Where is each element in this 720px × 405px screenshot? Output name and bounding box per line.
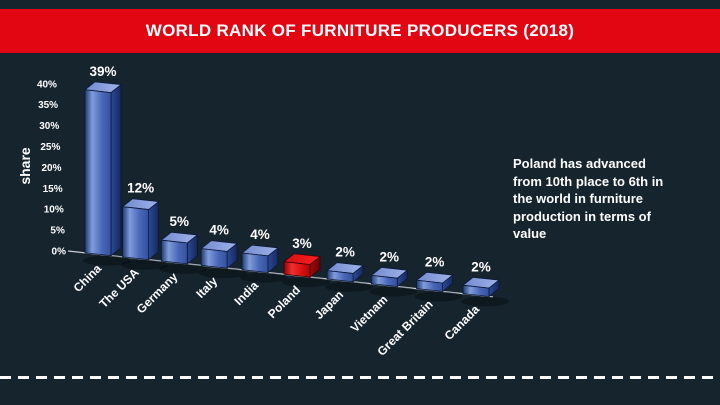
bar-india-shadow: [240, 272, 288, 283]
annotation-line: value: [513, 226, 547, 241]
bar-india: [241, 252, 269, 274]
bar-italy: [200, 248, 228, 269]
bar-value-label: 2%: [471, 259, 491, 274]
bar-value-label: 2%: [425, 254, 445, 269]
bar-germany: [160, 239, 188, 265]
ytick-label: 5%: [50, 226, 65, 237]
ytick-label: 10%: [44, 205, 64, 216]
ytick-label: 20%: [41, 163, 61, 174]
annotation-text: Poland has advanced from 10th place to 6…: [513, 155, 713, 243]
category-label: Japan: [312, 288, 346, 322]
bar-great-britain: [416, 279, 444, 292]
bar-canada-shadow: [461, 296, 509, 307]
ytick-label: 30%: [39, 121, 59, 132]
bar-value-label: 4%: [209, 223, 229, 238]
category-label: China: [71, 261, 105, 295]
bar-china-side: [110, 83, 122, 257]
category-label: Canada: [442, 302, 483, 343]
bar-china-shadow: [83, 255, 131, 266]
bar-value-label: 2%: [335, 245, 355, 260]
bar-value-label: 4%: [250, 227, 270, 242]
bottom-dashed-divider: [0, 376, 720, 379]
category-label: Vietnam: [348, 292, 391, 335]
ytick-label: 40%: [37, 79, 57, 90]
ytick-label: 35%: [38, 100, 58, 111]
annotation-line: the world in furniture: [513, 191, 643, 206]
annotation-line: production in terms of: [513, 208, 651, 224]
bar-italy-shadow: [199, 268, 248, 279]
bar-great-britain-shadow: [414, 291, 463, 302]
ytick-label: 15%: [43, 184, 63, 195]
bar-japan-shadow: [325, 281, 374, 292]
category-label: Poland: [265, 283, 303, 321]
bar-japan: [326, 270, 354, 283]
ytick-label: 0%: [52, 247, 67, 258]
bar-vietnam: [370, 274, 398, 288]
bar-value-label: 5%: [170, 214, 190, 229]
y-axis-title: share: [17, 147, 33, 185]
bar-the-usa: [122, 206, 150, 261]
annotation-line: Poland has advanced: [513, 156, 646, 171]
bar-value-label: 12%: [127, 181, 154, 196]
title-banner: WORLD RANK OF FURNITURE PRODUCERS (2018): [0, 9, 720, 53]
bar-germany-shadow: [159, 263, 208, 274]
bar-poland: [283, 261, 311, 278]
bar-china: [84, 89, 112, 257]
bar-canada: [462, 284, 490, 297]
annotation-line: from 10th place to 6th in: [513, 173, 664, 189]
category-label: India: [231, 278, 261, 308]
bar-poland-shadow: [282, 277, 330, 288]
bar-the-usa-shadow: [120, 259, 169, 270]
page-title: WORLD RANK OF FURNITURE PRODUCERS (2018): [145, 21, 575, 40]
bar-value-label: 3%: [292, 236, 312, 251]
bar-vietnam-shadow: [369, 286, 418, 297]
bar-value-label: 2%: [380, 249, 400, 264]
category-label: Germany: [134, 269, 181, 316]
ytick-label: 25%: [40, 142, 60, 153]
bar-value-label: 39%: [89, 64, 116, 79]
bar-the-usa-side: [148, 200, 160, 261]
